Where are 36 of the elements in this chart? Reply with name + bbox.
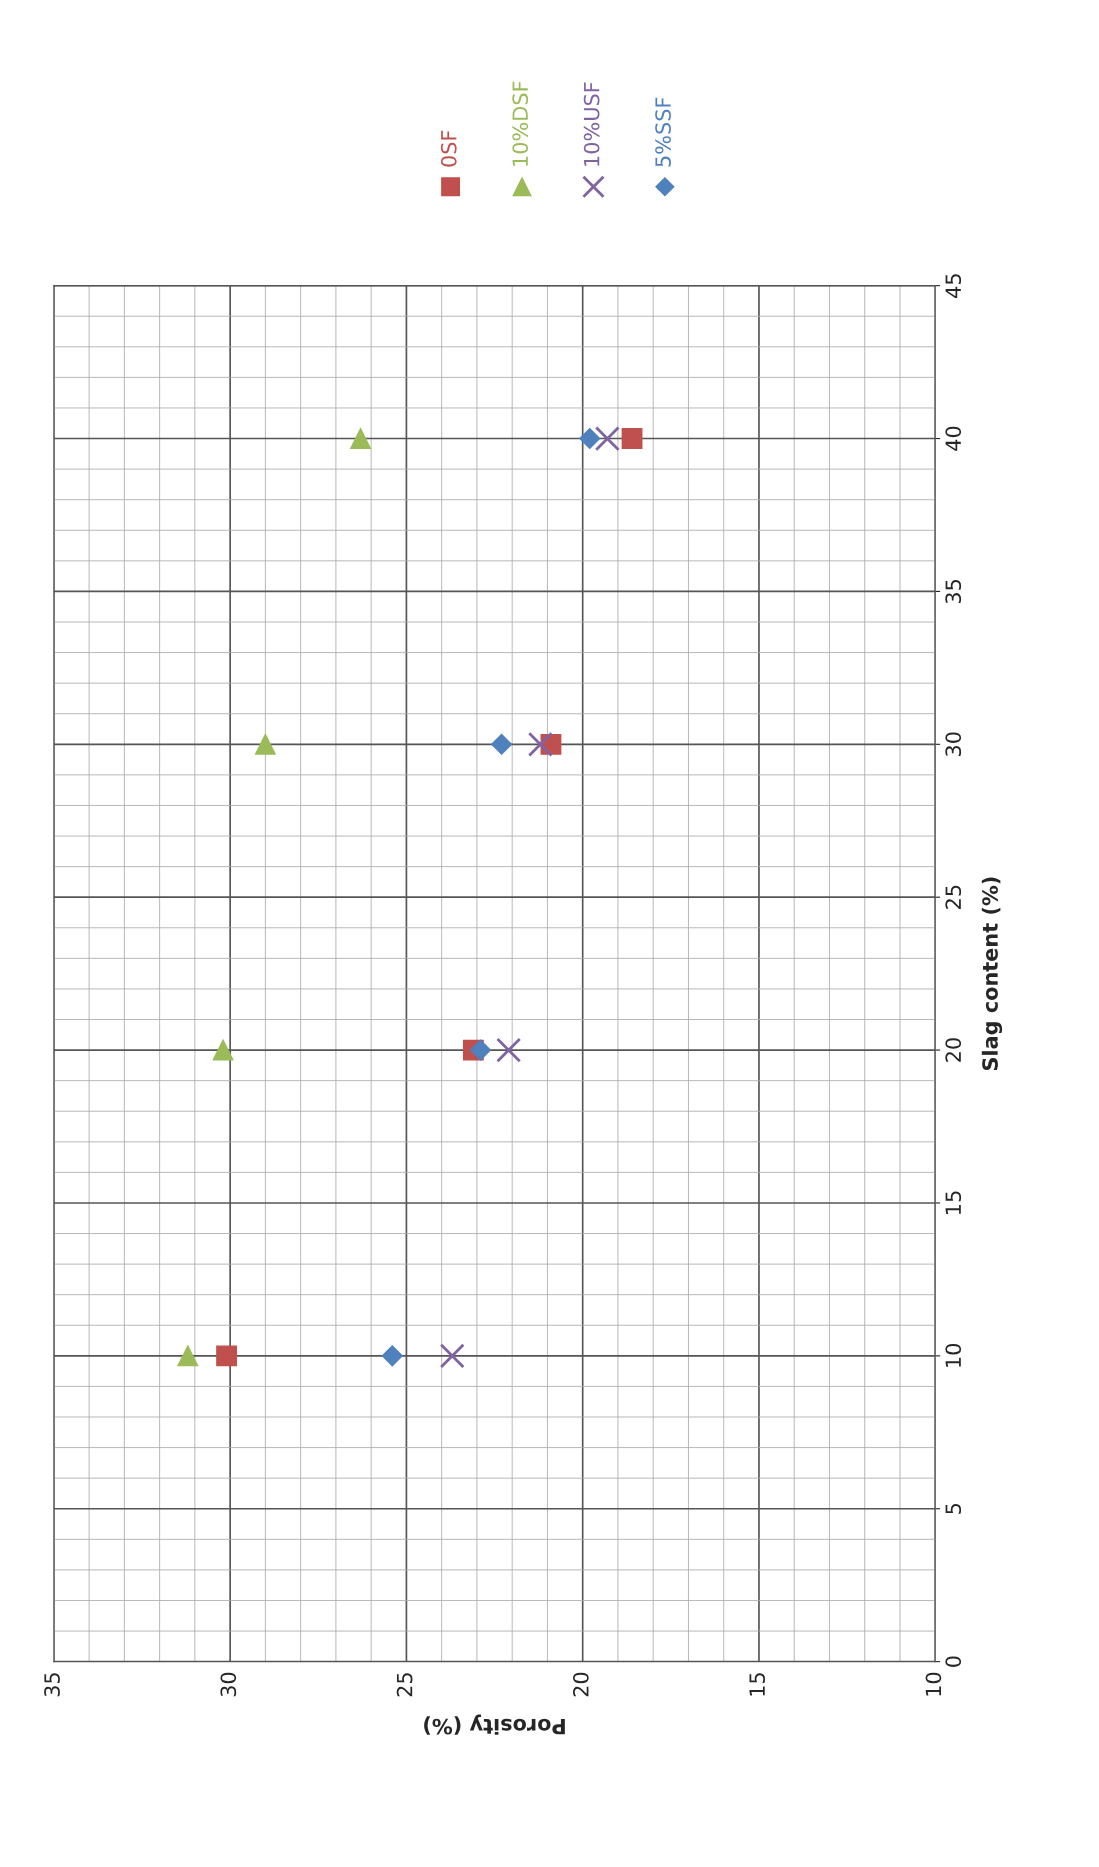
x-tick-label: 15 <box>749 1673 766 1696</box>
y-tick-label: 25 <box>945 885 962 909</box>
point <box>254 733 276 755</box>
y-axis-title: Slag content (%) <box>981 877 1003 1071</box>
point <box>439 1343 465 1369</box>
point <box>216 1345 238 1367</box>
point <box>350 428 371 449</box>
y-tick-label: 0 <box>945 1656 962 1667</box>
y-tick-label: 40 <box>945 426 962 451</box>
text: 0SF <box>440 130 457 167</box>
point <box>594 426 620 452</box>
y-tick-label: 20 <box>945 1038 962 1062</box>
y-tick-label: 35 <box>945 579 962 604</box>
point <box>579 428 601 450</box>
point <box>621 428 643 449</box>
point <box>381 1345 403 1367</box>
text: 10%DSF <box>512 81 529 166</box>
point <box>491 733 513 755</box>
x-axis-title: Porosity (%) <box>424 1714 565 1735</box>
text: 5%SSF <box>655 97 671 167</box>
y-tick-label: 15 <box>945 1191 962 1214</box>
point <box>212 1039 234 1061</box>
x-tick-label: 20 <box>572 1672 589 1697</box>
point <box>177 1345 199 1367</box>
x-tick-label: 10 <box>925 1672 942 1696</box>
point <box>496 1037 522 1063</box>
y-tick-label: 30 <box>945 732 962 756</box>
text: 10%USF <box>583 82 600 166</box>
y-tick-label: 10 <box>945 1343 962 1367</box>
y-tick-label: 45 <box>945 274 962 298</box>
y-tick-label: 5 <box>945 1503 962 1514</box>
x-tick-label: 35 <box>44 1673 60 1697</box>
point <box>469 1039 491 1061</box>
x-tick-label: 25 <box>396 1673 413 1697</box>
x-tick-label: 30 <box>220 1672 237 1697</box>
point <box>527 731 553 757</box>
